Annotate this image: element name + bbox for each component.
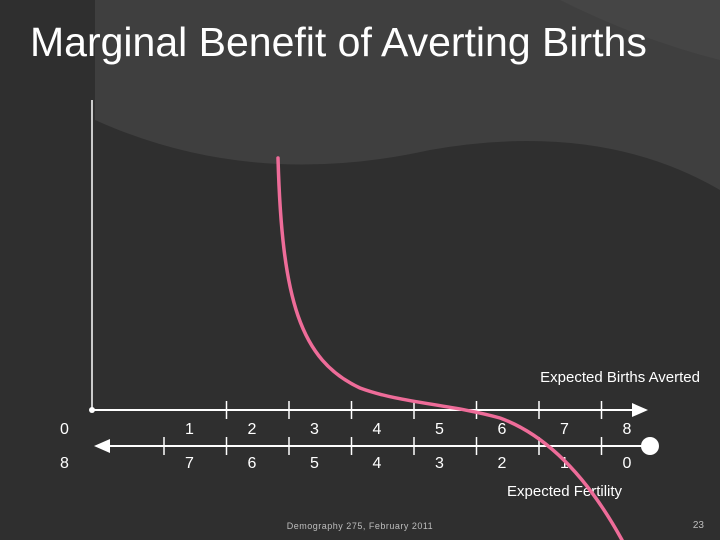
- bottom-axis-tick-label: 8: [60, 455, 69, 472]
- bottom-axis-tick-label: 6: [248, 455, 257, 472]
- page-number: 23: [692, 520, 704, 531]
- background-panel-small: [560, 0, 720, 60]
- top-axis-tick-label: 7: [560, 421, 569, 438]
- bottom-axis-end-dot: [641, 437, 659, 455]
- top-axis-tick-labels: 0 1 2 3 4 5 6 7 8: [60, 421, 632, 438]
- background-panel-large: [95, 0, 720, 190]
- top-axis-tick-label: 3: [310, 421, 319, 438]
- top-axis-tick-label: 5: [435, 421, 444, 438]
- bottom-axis-label: Expected Fertility: [507, 483, 623, 500]
- top-axis-label: Expected Births Averted: [540, 369, 700, 386]
- bottom-axis-tick-label: 2: [498, 455, 507, 472]
- top-axis-tick-label: 6: [498, 421, 507, 438]
- marginal-benefit-curve: [276, 156, 624, 540]
- top-axis-ticks: [225, 401, 603, 419]
- top-axis-tick-label: 8: [623, 421, 632, 438]
- top-axis-tick-label: 2: [248, 421, 257, 438]
- bottom-axis-arrow-icon: [94, 439, 110, 453]
- bottom-axis-tick-label: 7: [185, 455, 194, 472]
- bottom-axis-tick-label: 0: [623, 455, 632, 472]
- bottom-axis-tick-label: 1: [560, 455, 569, 472]
- slide-footer: Demography 275, February 2011: [286, 521, 434, 531]
- slide-title: Marginal Benefit of Averting Births: [30, 19, 647, 65]
- top-axis-origin-dot: [89, 407, 95, 413]
- bottom-axis-tick-label: 5: [310, 455, 319, 472]
- bottom-axis-tick-label: 4: [373, 455, 382, 472]
- top-axis-tick-label: 1: [185, 421, 194, 438]
- top-axis-tick-label: 0: [60, 421, 69, 438]
- bottom-axis-ticks: [163, 437, 603, 455]
- top-axis-arrow-icon: [632, 403, 648, 417]
- bottom-axis-tick-label: 3: [435, 455, 444, 472]
- top-axis-tick-label: 4: [373, 421, 382, 438]
- bottom-axis-tick-labels: 8 7 6 5 4 3 2 1 0: [60, 455, 632, 472]
